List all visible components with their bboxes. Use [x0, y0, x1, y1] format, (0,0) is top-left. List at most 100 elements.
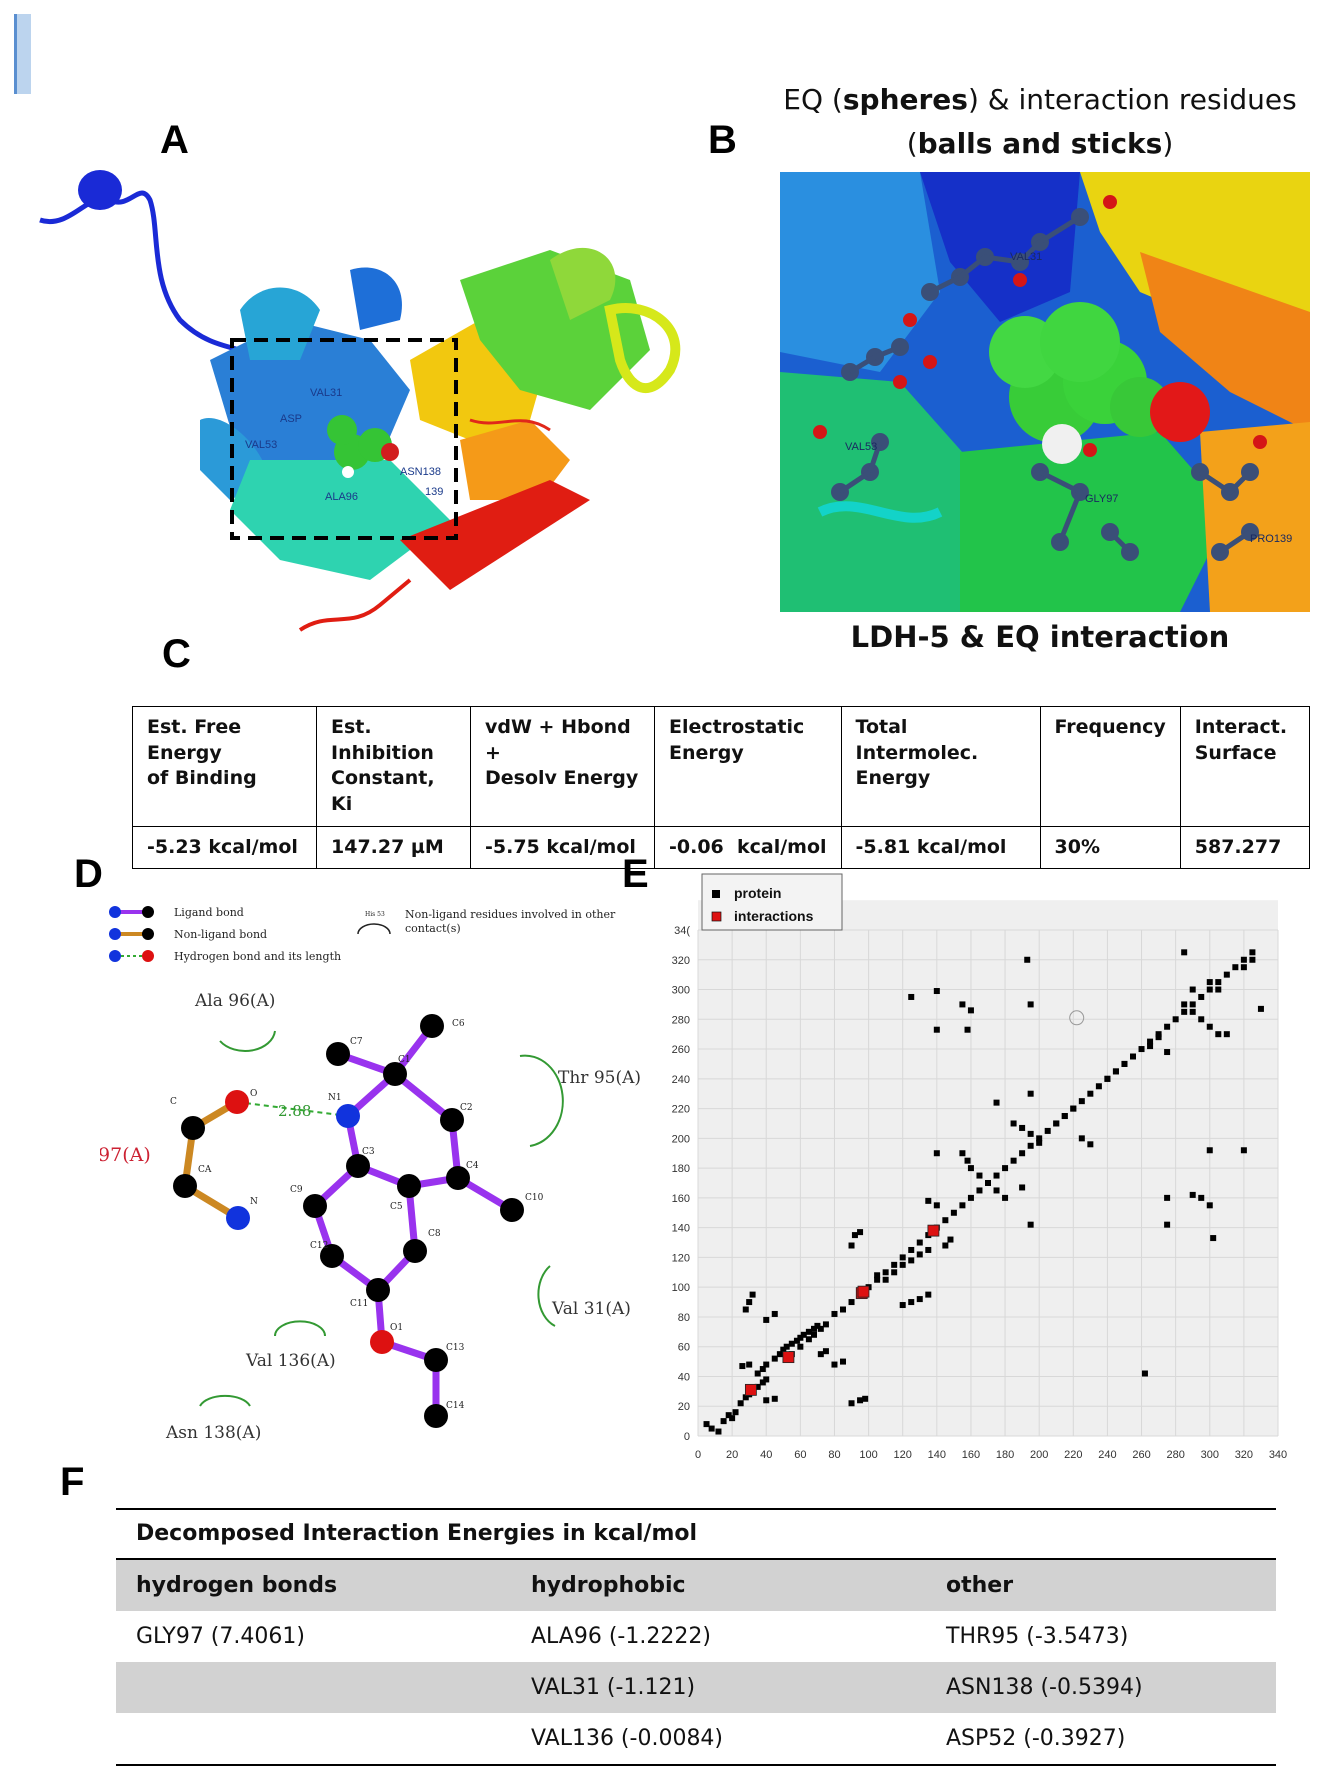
x-tick-label: 260	[1132, 1449, 1150, 1461]
protein-point	[797, 1334, 804, 1341]
x-tick-label: 220	[1064, 1449, 1082, 1461]
protein-point	[1147, 1038, 1154, 1045]
energy-table-header: Total Intermolec. Energy	[840, 706, 1041, 827]
protein-point	[933, 1026, 940, 1033]
protein-point	[1215, 979, 1222, 986]
protein-point	[1181, 1001, 1188, 1008]
protein-point	[1172, 1016, 1179, 1023]
legend-non-ligand-residues: Non-ligand residues involved in other	[405, 908, 616, 921]
legend-contacts: contact(s)	[405, 922, 461, 935]
atom-o: O	[250, 1089, 257, 1099]
protein-point	[725, 1412, 732, 1419]
protein-point	[1027, 1142, 1034, 1149]
protein-point	[1019, 1150, 1026, 1157]
protein-point	[882, 1269, 889, 1276]
x-tick-label: 0	[695, 1449, 701, 1461]
y-tick-label: 20	[678, 1401, 690, 1413]
atom-c13: C13	[446, 1343, 465, 1353]
protein-point	[874, 1272, 881, 1279]
protein-point	[1078, 1098, 1085, 1105]
protein-point	[933, 1202, 940, 1209]
protein-point	[1070, 1105, 1077, 1112]
y-tick-label: 260	[672, 1044, 690, 1056]
protein-point	[964, 1157, 971, 1164]
protein-point	[763, 1376, 770, 1383]
atom-c9: C9	[290, 1185, 303, 1195]
panel-a-label-val31: VAL31	[310, 387, 342, 399]
protein-point	[1002, 1194, 1009, 1201]
panel-a-label-asn138: ASN138	[400, 466, 441, 478]
protein-point	[1019, 1184, 1026, 1191]
protein-point	[942, 1217, 949, 1224]
protein-point	[703, 1421, 710, 1428]
protein-point	[742, 1306, 749, 1313]
protein-point	[959, 1150, 966, 1157]
protein-point	[776, 1351, 783, 1358]
protein-point	[1061, 1113, 1068, 1120]
thr95-contact-arc	[519, 1054, 564, 1147]
protein-point	[1240, 964, 1247, 971]
caption-line-1: EQ (spheres) & interaction residues	[783, 83, 1297, 116]
energy-table-cell: 587.277	[1179, 825, 1311, 870]
atom-c5: C5	[390, 1202, 403, 1212]
x-tick-label: 200	[1030, 1449, 1048, 1461]
table-row: VAL31 (-1.121) ASN138 (-0.5394)	[116, 1662, 1276, 1713]
chart-legend: protein interactions	[701, 873, 843, 931]
panel-letter-d: D	[74, 852, 103, 896]
protein-point	[1130, 1053, 1136, 1060]
y-tick-label: 220	[672, 1104, 690, 1116]
protein-point	[783, 1343, 790, 1350]
y-tick-label: 180	[672, 1163, 690, 1175]
residue-ala96: Ala 96(A)	[194, 991, 275, 1011]
protein-point	[811, 1331, 817, 1338]
protein-point	[925, 1291, 932, 1298]
protein-point	[925, 1246, 932, 1253]
protein-point	[742, 1394, 749, 1401]
x-tick-label: 80	[828, 1449, 840, 1461]
protein-point	[1198, 993, 1205, 1000]
protein-point	[788, 1340, 795, 1347]
energy-table-cell: 30%	[1039, 825, 1181, 870]
protein-point	[916, 1296, 923, 1303]
panel-b-label-pro139: PRO139	[1250, 533, 1292, 545]
legend-ligand-bond: Ligand bond	[174, 906, 244, 919]
chart-gridlines	[697, 929, 1279, 1437]
ala96-contact-arc	[219, 1030, 276, 1052]
interaction-point	[782, 1351, 795, 1364]
decomposed-cell: VAL136 (-0.0084)	[531, 1726, 724, 1751]
decomposed-table-title: Decomposed Interaction Energies in kcal/…	[136, 1521, 698, 1546]
atom-ca: CA	[198, 1165, 212, 1175]
protein-point	[805, 1328, 812, 1335]
protein-point	[1155, 1034, 1162, 1041]
energy-table-cell: -5.23 kcal/mol	[132, 825, 317, 870]
atom-c3: C3	[362, 1147, 375, 1157]
protein-point	[874, 1276, 881, 1283]
legend-non-ligand-bond: Non-ligand bond	[174, 928, 267, 941]
protein-point	[985, 1180, 991, 1186]
energy-table-header: Est. Free Energy of Binding	[132, 706, 317, 827]
energy-table-header: Electrostatic Energy	[654, 706, 842, 827]
energy-table-header-row: Est. Free Energy of Binding Est. Inhibit…	[132, 706, 1311, 827]
atom-c11: C11	[350, 1299, 368, 1309]
chart-x-ticks: 0 20 40 60 80 100 120 140 160 180 200 220 240 260 280 3…	[695, 1449, 1287, 1461]
panel-letter-b: B	[708, 118, 737, 162]
table-row: GLY97 (7.4061) ALA96 (-1.2222) THR95 (-3…	[116, 1611, 1276, 1662]
protein-point	[916, 1251, 923, 1258]
table-row: VAL136 (-0.0084) ASP52 (-0.3927)	[116, 1713, 1276, 1764]
residue-val136: Val 136(A)	[245, 1351, 336, 1371]
y-tick-label: 200	[672, 1133, 690, 1145]
protein-point	[1010, 1120, 1017, 1127]
protein-point	[862, 1395, 869, 1402]
x-tick-label: 60	[794, 1449, 806, 1461]
energy-table-header: Est. Inhibition Constant, Ki	[316, 706, 471, 827]
residue-thr95: Thr 95(A)	[558, 1068, 641, 1088]
energy-table-cell: -0.06 kcal/mol	[654, 825, 842, 870]
x-tick-label: 180	[996, 1449, 1014, 1461]
protein-point	[1206, 1202, 1213, 1209]
protein-point	[1095, 1083, 1102, 1090]
protein-point	[1044, 1127, 1051, 1134]
panel-a-label-val53: VAL53	[245, 439, 277, 451]
x-tick-label: 120	[894, 1449, 912, 1461]
interaction-point	[927, 1224, 940, 1237]
y-tick-label: 240	[672, 1074, 690, 1086]
